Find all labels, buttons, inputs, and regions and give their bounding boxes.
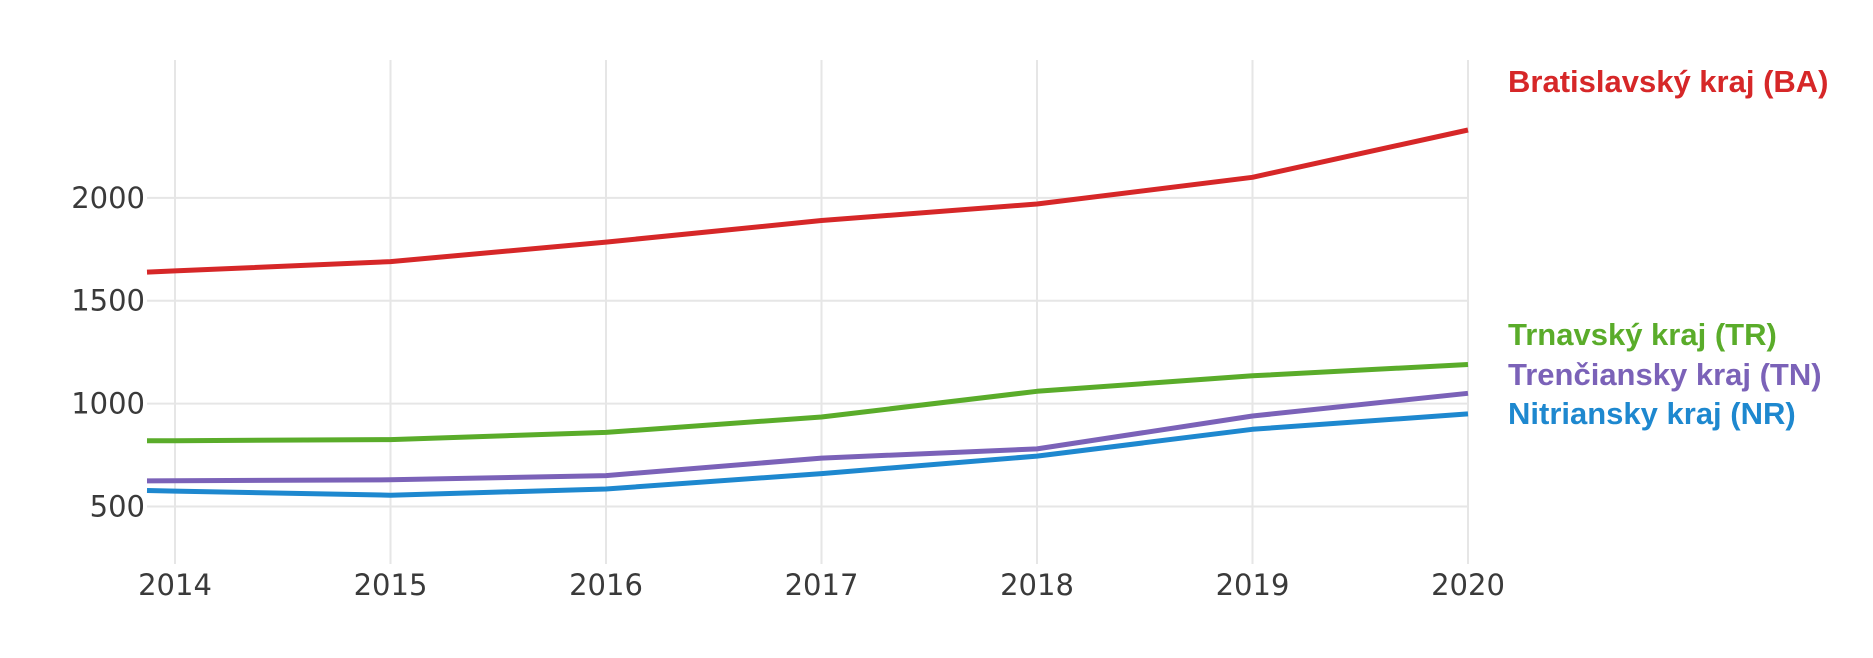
y-tick-label-1500: 1500 <box>71 284 145 318</box>
x-tick-label-2015: 2015 <box>354 568 428 602</box>
series-label-4: Nitriansky kraj (NR) <box>1508 396 1796 431</box>
series-lines <box>146 127 1469 498</box>
x-tick-label-2017: 2017 <box>785 568 859 602</box>
series-line-2 <box>146 362 1469 444</box>
x-tick-label-2018: 2018 <box>1000 568 1074 602</box>
x-tick-label-2014: 2014 <box>138 568 212 602</box>
series-line-1 <box>146 127 1469 275</box>
y-tick-label-2000: 2000 <box>71 181 145 215</box>
series-label-1: Bratislavský kraj (BA) <box>1508 64 1829 99</box>
series-end-labels: Bratislavský kraj (BA) Trnavský kraj (TR)… <box>1508 64 1829 431</box>
y-tick-label-1000: 1000 <box>71 387 145 421</box>
series-line-3 <box>146 390 1469 484</box>
x-axis-tick-labels: 2014 2015 2016 2017 2018 2019 2020 <box>138 568 1505 602</box>
series-line-4 <box>146 411 1469 498</box>
series-label-2: Trnavský kraj (TR) <box>1508 317 1777 352</box>
horizontal-gridlines <box>147 196 1468 508</box>
vertical-gridlines <box>174 60 1469 564</box>
y-axis-tick-labels: 500 1000 1500 2000 <box>71 181 145 524</box>
series-label-3: Trenčiansky kraj (TN) <box>1508 357 1822 392</box>
x-tick-label-2020: 2020 <box>1431 568 1505 602</box>
x-tick-label-2016: 2016 <box>569 568 643 602</box>
x-tick-label-2019: 2019 <box>1216 568 1290 602</box>
y-tick-label-500: 500 <box>90 490 145 524</box>
